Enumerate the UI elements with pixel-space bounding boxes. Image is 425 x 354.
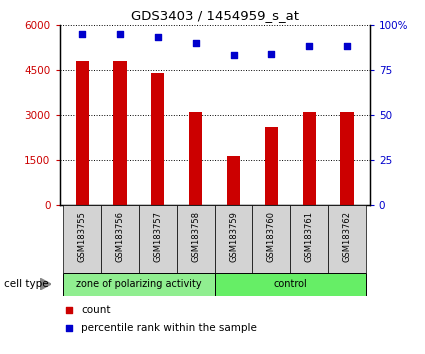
- Text: GSM183762: GSM183762: [343, 211, 351, 262]
- Point: [192, 40, 199, 46]
- Text: GSM183757: GSM183757: [153, 211, 162, 262]
- Bar: [177, 205, 215, 273]
- Bar: [290, 205, 328, 273]
- Text: GSM183758: GSM183758: [191, 211, 200, 262]
- Point: [344, 44, 351, 49]
- Bar: [139, 205, 177, 273]
- Bar: [76, 61, 89, 205]
- Bar: [63, 205, 101, 273]
- Text: GSM183760: GSM183760: [267, 211, 276, 262]
- Bar: [215, 273, 366, 296]
- Bar: [151, 73, 164, 205]
- Bar: [113, 61, 127, 205]
- Bar: [265, 127, 278, 205]
- Point: [116, 31, 123, 37]
- Text: GSM183755: GSM183755: [78, 211, 87, 262]
- Point: [65, 326, 72, 331]
- Bar: [101, 205, 139, 273]
- Text: percentile rank within the sample: percentile rank within the sample: [81, 323, 257, 333]
- Bar: [303, 112, 316, 205]
- Point: [268, 51, 275, 57]
- Text: cell type: cell type: [4, 279, 49, 289]
- Polygon shape: [40, 278, 51, 290]
- Bar: [328, 205, 366, 273]
- Text: count: count: [81, 305, 111, 315]
- Bar: [340, 112, 354, 205]
- Bar: [215, 205, 252, 273]
- Text: GSM183756: GSM183756: [116, 211, 125, 262]
- Point: [154, 35, 161, 40]
- Bar: [189, 112, 202, 205]
- Text: GSM183761: GSM183761: [305, 211, 314, 262]
- Text: GSM183759: GSM183759: [229, 211, 238, 262]
- Point: [230, 53, 237, 58]
- Title: GDS3403 / 1454959_s_at: GDS3403 / 1454959_s_at: [130, 9, 299, 22]
- Bar: [63, 273, 215, 296]
- Point: [79, 31, 85, 37]
- Bar: [227, 156, 240, 205]
- Text: zone of polarizing activity: zone of polarizing activity: [76, 279, 202, 289]
- Point: [306, 44, 313, 49]
- Bar: [252, 205, 290, 273]
- Point: [65, 307, 72, 313]
- Text: control: control: [273, 279, 307, 289]
